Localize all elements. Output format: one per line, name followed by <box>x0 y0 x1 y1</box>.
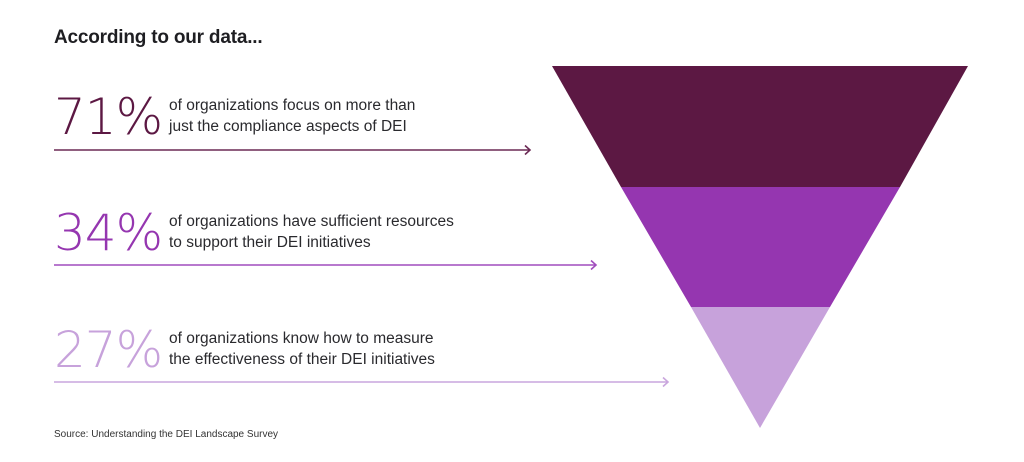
arrow-right-icon <box>54 259 598 271</box>
funnel-segment-71 <box>552 66 968 187</box>
stat-description-line: of organizations focus on more than <box>169 97 416 114</box>
stat-description: of organizations have sufficient resourc… <box>169 211 454 253</box>
stat-value: 27% <box>54 321 163 379</box>
stat-description-line: just the compliance aspects of DEI <box>169 118 407 135</box>
arrow-right-icon <box>54 144 532 156</box>
page-title: According to our data... <box>54 27 263 48</box>
arrow-right-icon <box>54 376 670 388</box>
stat-description-line: to support their DEI initiatives <box>169 234 371 251</box>
stat-description: of organizations focus on more than just… <box>169 95 415 137</box>
stat-value: 71% <box>54 88 163 146</box>
source-note: Source: Understanding the DEI Landscape … <box>54 429 279 440</box>
stat-description: of organizations know how to measure the… <box>169 328 435 370</box>
stat-description-line: of organizations have sufficient resourc… <box>169 213 454 230</box>
stat-value: 34% <box>54 204 163 262</box>
funnel-segment-27 <box>691 307 830 428</box>
stat-description-line: of organizations know how to measure <box>169 330 434 347</box>
funnel-segment-34 <box>621 187 900 307</box>
stat-description-line: the effectiveness of their DEI initiativ… <box>169 351 435 368</box>
